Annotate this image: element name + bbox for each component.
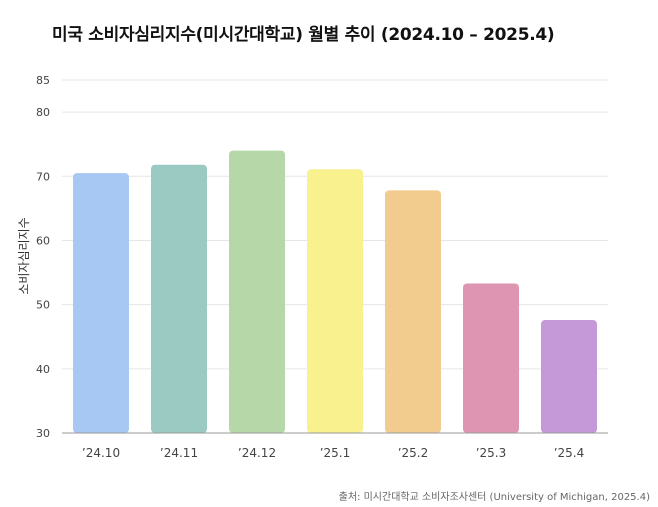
y-tick-label: 50 <box>36 299 50 312</box>
y-tick-label: 85 <box>36 74 50 87</box>
x-tick-label: ’25.4 <box>554 446 585 460</box>
y-tick-label: 70 <box>36 170 50 183</box>
y-tick-label: 60 <box>36 234 50 247</box>
x-axis-ticks: ’24.10 ’24.11 ’24.12 ’25.1 ’25.2 ’25.3 ’25.4 <box>82 446 584 460</box>
y-tick-label: 30 <box>36 427 50 440</box>
bar <box>151 164 207 433</box>
y-tick-label: 40 <box>36 363 50 376</box>
bar <box>229 150 285 433</box>
y-axis-label: 소비자심리지수 <box>17 217 31 294</box>
y-tick-label: 80 <box>36 106 50 119</box>
y-axis-ticks: 30 40 50 60 70 80 85 <box>36 74 50 440</box>
chart-title: 미국 소비자심리지수(미시간대학교) 월별 추이 (2024.10 – 2025… <box>52 25 555 45</box>
bar <box>541 320 597 433</box>
x-tick-label: ’24.11 <box>160 446 198 460</box>
x-tick-label: ’24.10 <box>82 446 120 460</box>
bar <box>463 283 519 433</box>
x-tick-label: ’25.3 <box>476 446 507 460</box>
bars <box>73 150 597 434</box>
x-tick-label: ’25.2 <box>398 446 429 460</box>
x-tick-label: ’25.1 <box>320 446 351 460</box>
bar <box>73 173 129 433</box>
bar <box>385 190 441 433</box>
bar <box>307 169 363 434</box>
source-note: 출처: 미시간대학교 소비자조사센터 (University of Michig… <box>338 492 650 503</box>
x-tick-label: ’24.12 <box>238 446 276 460</box>
